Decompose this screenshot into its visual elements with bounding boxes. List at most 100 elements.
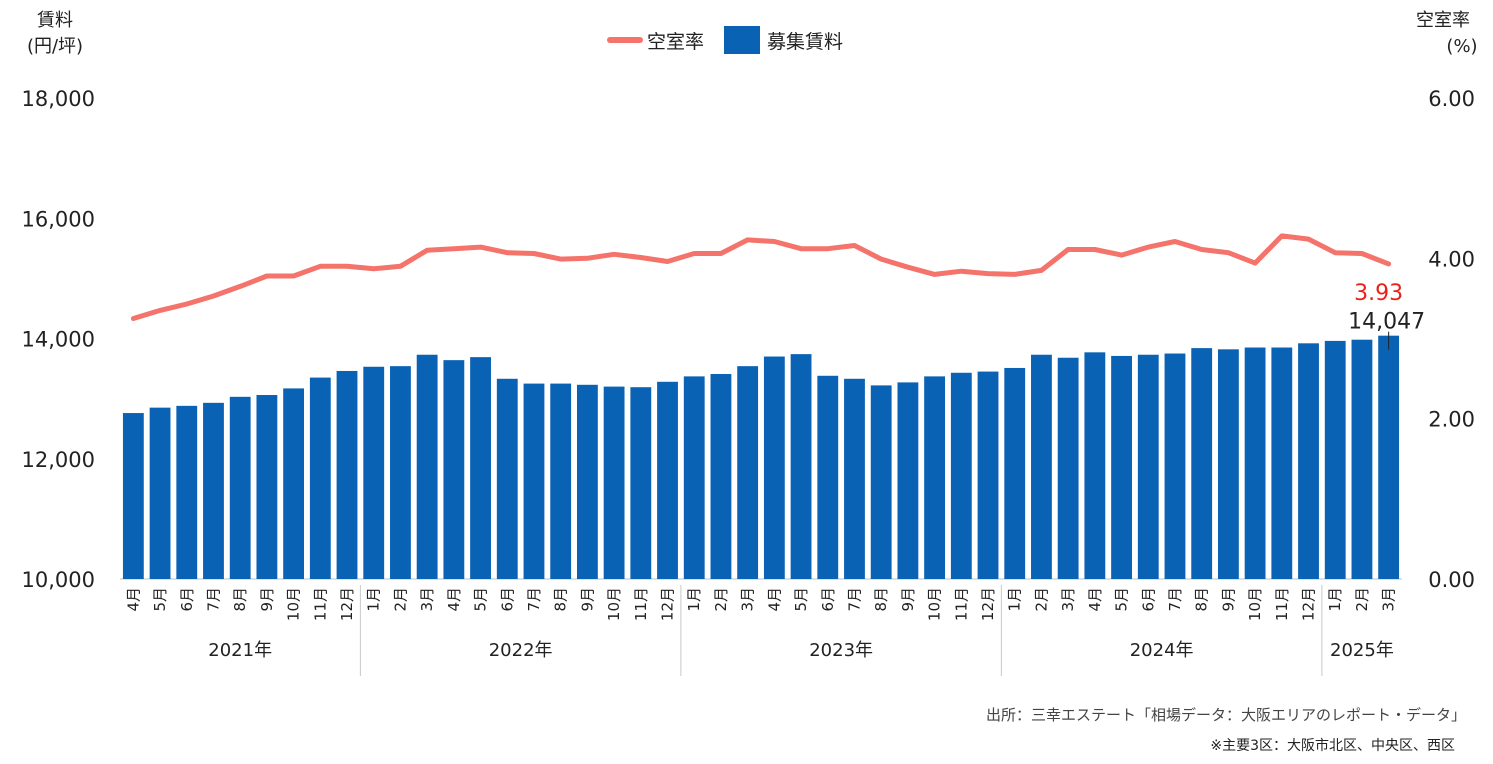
- rent-bar: [1271, 347, 1293, 579]
- month-tick-label: 1月: [685, 587, 703, 612]
- rent-bar: [897, 382, 919, 579]
- rent-bar: [1378, 335, 1400, 579]
- month-tick-label: 1月: [1326, 587, 1344, 612]
- month-tick-label: 4月: [1086, 587, 1104, 612]
- rent-bar: [630, 387, 652, 579]
- year-labels: 2021年 2022年 2023年 2024年 2025年: [208, 585, 1394, 676]
- rent-bar: [1324, 340, 1346, 579]
- month-tick-label: 9月: [899, 587, 917, 612]
- rent-bar: [470, 357, 491, 579]
- rent-bar: [122, 413, 144, 579]
- rent-bar: [1031, 354, 1052, 579]
- right-axis-tick-label: 4.00: [1428, 247, 1475, 271]
- left-axis-tick-label: 14,000: [22, 328, 95, 352]
- rent-bar: [817, 375, 839, 579]
- left-axis-title-line1: 賃料: [37, 10, 73, 31]
- rent-bar: [1137, 354, 1159, 579]
- month-tick-label: 5月: [792, 587, 810, 612]
- right-axis-title-line1: 空室率: [1416, 10, 1470, 31]
- rent-bar: [950, 372, 972, 579]
- month-tick-label: 7月: [845, 587, 863, 612]
- source-note: 出所：三幸エステート「相場データ：大阪エリアのレポート・データ」: [986, 706, 1466, 724]
- month-tick-label: 7月: [525, 587, 543, 612]
- left-axis-tick-label: 10,000: [22, 568, 95, 592]
- month-tick-label: 9月: [258, 587, 276, 612]
- month-tick-label: 5月: [151, 587, 169, 612]
- rent-bar: [924, 376, 946, 579]
- legend-rent-label: 募集賃料: [767, 31, 843, 53]
- legend: 空室率 募集賃料: [607, 26, 843, 54]
- rent-bar: [1164, 353, 1186, 579]
- area-note: ※主要3区：大阪市北区、中央区、西区: [1210, 737, 1455, 754]
- year-label: 2022年: [489, 640, 553, 661]
- month-tick-label: 10月: [1246, 587, 1264, 621]
- rent-bar: [443, 360, 465, 579]
- month-tick-label: 1月: [365, 587, 383, 612]
- rent-bar: [336, 370, 358, 579]
- month-tick-label: 6月: [178, 587, 196, 612]
- vacancy-line-group: [130, 233, 1392, 321]
- rent-bar: [390, 366, 411, 579]
- month-tick-label: 11月: [311, 587, 329, 621]
- rent-bar: [737, 366, 759, 579]
- month-tick-label: 11月: [1273, 587, 1291, 621]
- rent-bar: [844, 378, 865, 579]
- vacancy-line: [130, 233, 1392, 321]
- rent-bars: [122, 335, 1400, 579]
- rent-bar: [1298, 343, 1319, 579]
- month-tick-label: 2月: [1353, 587, 1371, 612]
- right-axis-tick-label: 2.00: [1428, 408, 1475, 432]
- month-tick-label: 4月: [124, 587, 142, 612]
- month-tick-label: 6月: [819, 587, 837, 612]
- rent-bar: [576, 384, 598, 579]
- rent-bar: [657, 381, 678, 579]
- month-tick-label: 10月: [285, 587, 303, 621]
- rent-bar: [523, 383, 545, 579]
- year-label: 2024年: [1130, 640, 1194, 661]
- month-tick-label: 7月: [204, 587, 222, 612]
- rent-bar: [1004, 367, 1026, 579]
- month-tick-label: 4月: [765, 587, 783, 612]
- rent-bar: [1084, 352, 1106, 579]
- month-tick-label: 2月: [1032, 587, 1050, 612]
- month-tick-label: 2月: [712, 587, 730, 612]
- rent-bar: [416, 354, 438, 579]
- month-labels: 4月 5月 6月 7月 8月 9月 10月 11月 12月 1月 2月 3月 4月 5月 6月 7月 8月 9月 1…: [124, 587, 1397, 621]
- legend-rent-swatch: [724, 26, 760, 54]
- month-tick-label: 9月: [1219, 587, 1237, 612]
- rent-bar: [1057, 357, 1079, 579]
- month-tick-label: 12月: [659, 587, 677, 621]
- month-tick-label: 10月: [605, 587, 623, 621]
- right-axis-title-line2: (%): [1446, 36, 1477, 57]
- rent-bar: [977, 371, 999, 579]
- left-axis-title-line2: (円/坪): [27, 36, 83, 57]
- legend-vacancy-label: 空室率: [647, 31, 704, 53]
- rent-bar: [309, 377, 331, 579]
- rent-bar: [1191, 348, 1213, 579]
- rent-bar: [203, 402, 224, 579]
- month-tick-label: 11月: [632, 587, 650, 621]
- rent-bar: [149, 407, 171, 579]
- last-vacancy-label: 3.93: [1354, 281, 1403, 306]
- month-tick-label: 3月: [1380, 587, 1398, 612]
- left-axis-tick-label: 18,000: [22, 87, 95, 111]
- rent-bar: [710, 373, 732, 579]
- last-rent-label: 14,047: [1348, 310, 1425, 335]
- rent-bar: [790, 354, 812, 579]
- rent-bar: [256, 395, 278, 579]
- month-tick-label: 8月: [872, 587, 890, 612]
- month-tick-label: 5月: [1113, 587, 1131, 612]
- month-tick-label: 9月: [578, 587, 596, 612]
- axes-group: 10,000 12,000 14,000 16,000 18,000 0.00 2.00 4.…: [22, 87, 1475, 592]
- month-tick-label: 1月: [1006, 587, 1024, 612]
- month-tick-label: 2月: [391, 587, 409, 612]
- year-label: 2021年: [208, 640, 272, 661]
- month-tick-label: 8月: [231, 587, 249, 612]
- month-tick-label: 12月: [979, 587, 997, 621]
- month-tick-label: 8月: [552, 587, 570, 612]
- month-tick-label: 4月: [445, 587, 463, 612]
- month-tick-label: 3月: [1059, 587, 1077, 612]
- right-axis-tick-label: 0.00: [1428, 568, 1475, 592]
- month-tick-label: 3月: [739, 587, 757, 612]
